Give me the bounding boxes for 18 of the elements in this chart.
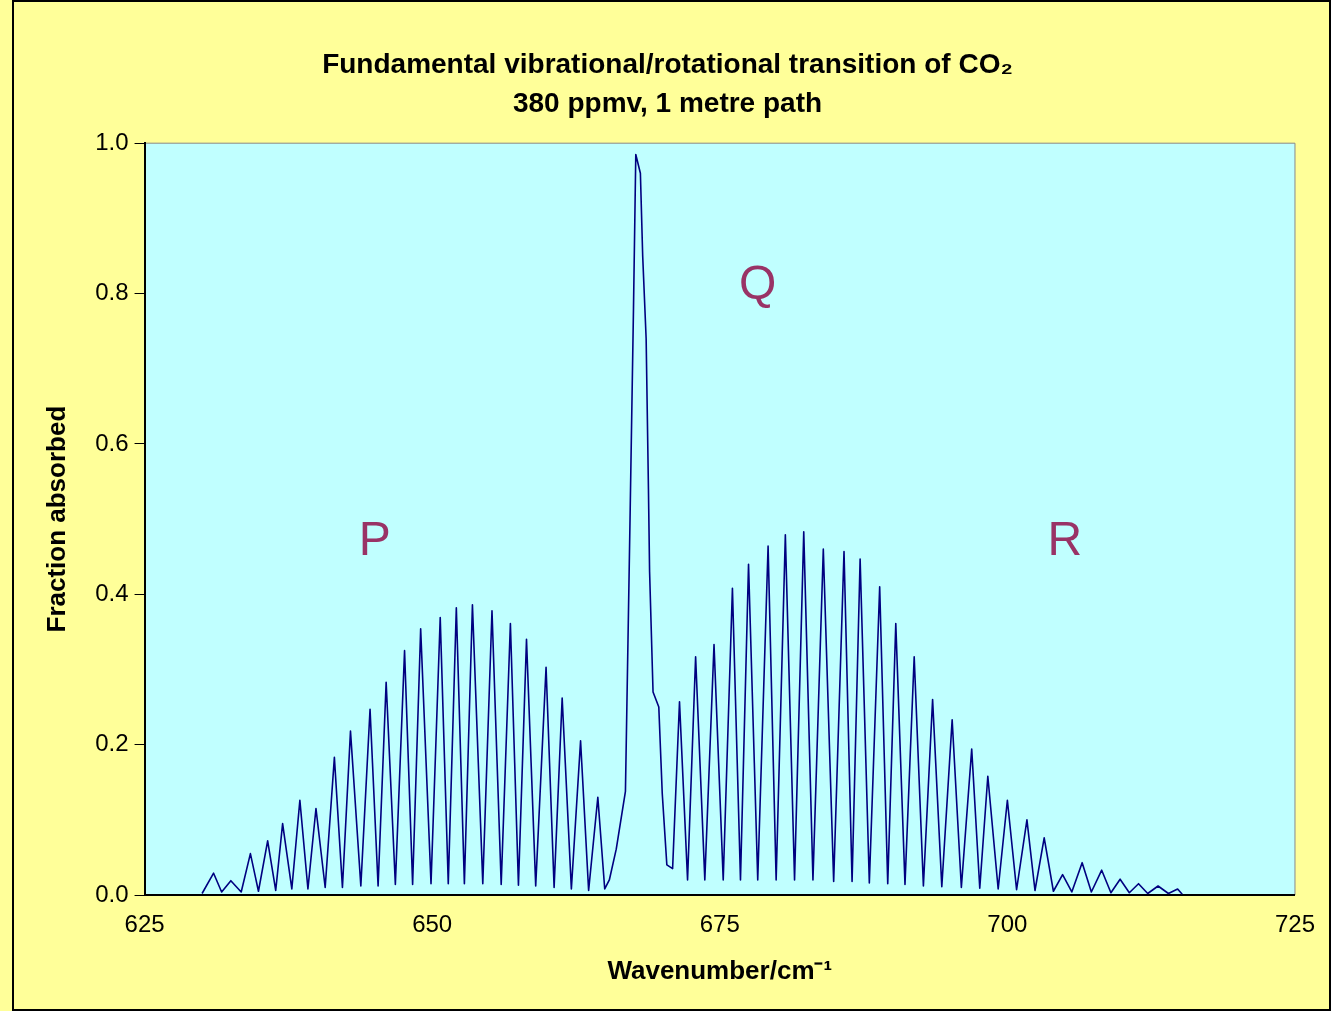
y-axis-title: Fraction absorbed (40, 405, 71, 633)
annotation: R (1047, 511, 1083, 565)
y-tick-label: 0.6 (95, 428, 129, 456)
y-tick-label: 0.0 (95, 879, 129, 907)
x-axis-title: Wavenumber/cm⁻¹ (607, 954, 833, 985)
chart-subtitle: 380 ppmv, 1 metre path (512, 87, 823, 119)
y-tick-label: 0.2 (95, 729, 129, 757)
y-tick-label: 0.8 (95, 278, 129, 306)
annotation: P (358, 511, 391, 565)
y-tick-label: 1.0 (95, 127, 129, 155)
x-tick-label: 700 (987, 910, 1028, 938)
x-tick-label: 725 (1274, 910, 1315, 938)
chart-title: Fundamental vibrational/rotational transition of CO₂ (322, 47, 1013, 79)
x-tick-label: 650 (412, 910, 453, 938)
x-tick-label: 675 (699, 910, 740, 938)
y-tick-label: 0.4 (95, 578, 129, 606)
x-tick-label: 625 (124, 910, 165, 938)
annotation: Q (739, 256, 777, 310)
